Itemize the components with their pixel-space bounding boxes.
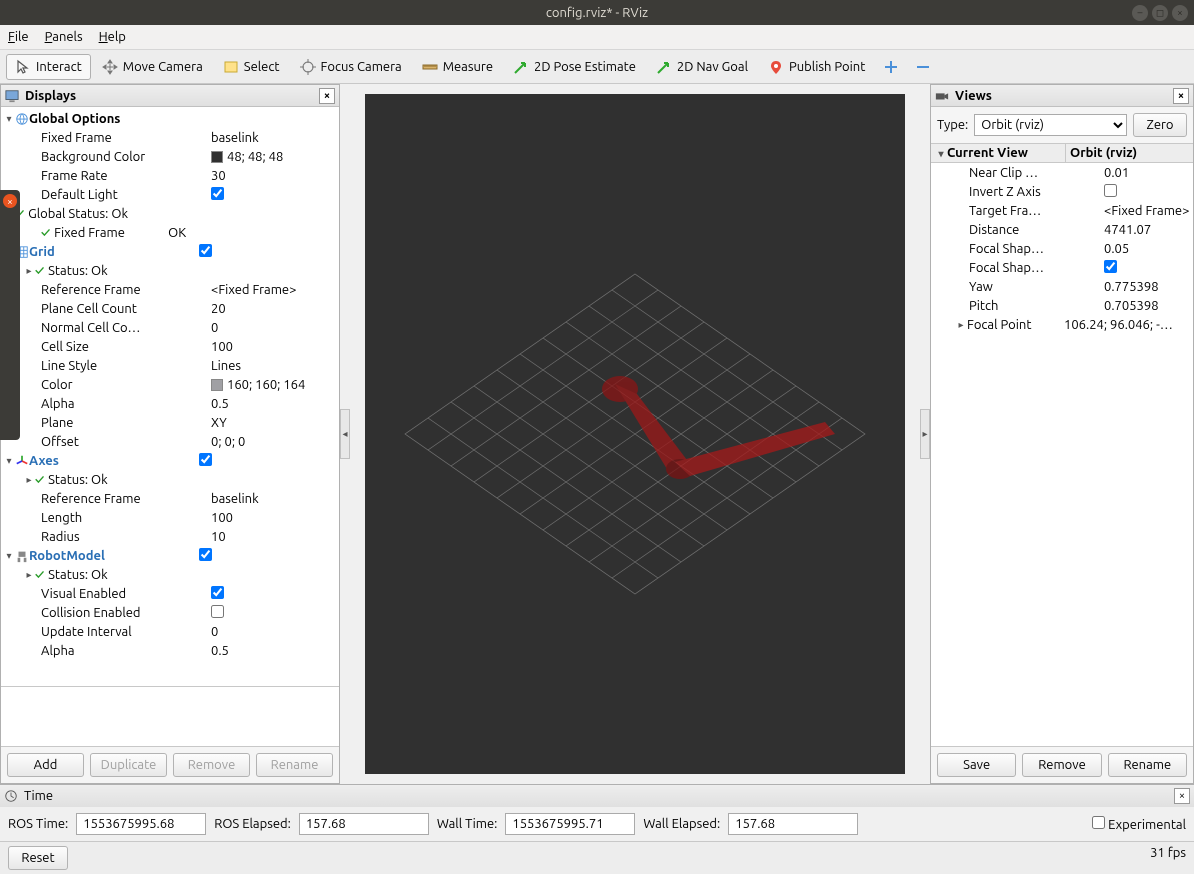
close-icon[interactable]: × [319,88,335,104]
monitor-icon [5,89,19,103]
grid-checkbox[interactable] [199,244,212,257]
measure-button[interactable]: Measure [413,54,502,80]
focus-camera-button[interactable]: Focus Camera [291,54,411,80]
collapse-left-handle[interactable]: ◂ [340,409,350,459]
ros-elapsed-label: ROS Elapsed: [214,817,291,831]
focal-shape-checkbox[interactable] [1104,260,1117,273]
close-icon[interactable]: × [1173,88,1189,104]
description-box [1,686,339,746]
menu-file[interactable]: File [8,30,29,44]
globe-icon [15,112,29,126]
nav-goal-button[interactable]: 2D Nav Goal [647,54,757,80]
save-button[interactable]: Save [937,753,1016,777]
wall-time-input[interactable] [505,813,635,835]
launcher-sidebar[interactable]: × [0,190,20,440]
close-icon[interactable]: × [1174,788,1190,804]
pose-estimate-button[interactable]: 2D Pose Estimate [504,54,645,80]
window-title: config.rviz* - RViz [0,6,1194,20]
pin-icon [768,59,784,75]
check-icon: ✓ [41,226,50,240]
views-title: Views [955,89,992,103]
add-tool-button[interactable] [876,54,906,80]
type-label: Type: [937,118,968,132]
status-bar: Reset 31 fps [0,841,1194,874]
reset-button[interactable]: Reset [8,846,68,870]
camera-icon [935,89,949,103]
grid-label[interactable]: Grid [29,245,199,259]
3d-viewport[interactable] [365,94,905,774]
robotmodel-label[interactable]: RobotModel [29,549,199,563]
toolbar: Interact Move Camera Select Focus Camera… [0,50,1194,84]
displays-title: Displays [25,89,76,103]
wall-time-label: Wall Time: [437,817,498,831]
invert-z-checkbox[interactable] [1104,184,1117,197]
displays-tree[interactable]: ▾ Global Options Fixed Framebaselink Bac… [1,107,339,686]
arrow-green-icon [656,59,672,75]
visual-enabled-checkbox[interactable] [211,586,224,599]
axes-icon [15,454,29,468]
move-icon [102,59,118,75]
interact-button[interactable]: Interact [6,54,91,80]
center-area: ◂ [340,84,930,784]
axes-label[interactable]: Axes [29,454,199,468]
maximize-icon[interactable]: ◻ [1152,5,1168,21]
ros-elapsed-input[interactable] [299,813,429,835]
menubar: File Panels Help [0,25,1194,50]
wall-elapsed-input[interactable] [728,813,858,835]
menu-panels[interactable]: Panels [45,30,83,44]
collision-enabled-checkbox[interactable] [211,605,224,618]
clock-icon [4,789,18,803]
experimental-checkbox-label[interactable]: Experimental [1092,816,1186,832]
rename-button[interactable]: Rename [1108,753,1187,777]
select-icon [223,59,239,75]
titlebar: config.rviz* - RViz – ◻ × [0,0,1194,25]
fps-readout: 31 fps [1150,846,1186,870]
check-icon: ✓ [35,473,44,487]
rename-button[interactable]: Rename [256,753,333,777]
menu-help[interactable]: Help [99,30,126,44]
minus-icon [915,59,931,75]
wall-elapsed-label: Wall Elapsed: [643,817,720,831]
plus-icon [883,59,899,75]
ruler-icon [422,59,438,75]
displays-panel: Displays × ▾ Global Options Fixed Frameb… [0,84,340,784]
remove-tool-button[interactable] [908,54,938,80]
experimental-checkbox[interactable] [1092,816,1105,829]
zero-button[interactable]: Zero [1133,113,1187,137]
ros-time-input[interactable] [76,813,206,835]
close-icon[interactable]: × [1172,5,1188,21]
check-icon: ✓ [35,264,44,278]
cursor-icon [15,59,31,75]
time-panel: Time × ROS Time: ROS Elapsed: Wall Time:… [0,784,1194,841]
minimize-icon[interactable]: – [1132,5,1148,21]
global-options-label: Global Options [29,112,199,126]
add-button[interactable]: Add [7,753,84,777]
move-camera-button[interactable]: Move Camera [93,54,212,80]
arrow-green-icon [513,59,529,75]
robot-model [602,376,835,479]
close-icon[interactable]: × [3,194,17,208]
ros-time-label: ROS Time: [8,817,68,831]
check-icon: ✓ [35,568,44,582]
view-type-select[interactable]: Orbit (rviz) [974,114,1127,136]
duplicate-button[interactable]: Duplicate [90,753,167,777]
global-status-label: Global Status: Ok [28,207,198,221]
remove-button[interactable]: Remove [173,753,250,777]
target-icon [300,59,316,75]
default-light-checkbox[interactable] [211,187,224,200]
current-view-label: Current View [947,146,1028,160]
publish-point-button[interactable]: Publish Point [759,54,874,80]
axes-checkbox[interactable] [199,453,212,466]
time-title: Time [24,789,53,803]
collapse-right-handle[interactable]: ▸ [920,409,930,459]
remove-button[interactable]: Remove [1022,753,1101,777]
robotmodel-checkbox[interactable] [199,548,212,561]
select-button[interactable]: Select [214,54,289,80]
views-panel: Views × Type: Orbit (rviz) Zero ▾Current… [930,84,1194,784]
robot-icon [15,549,29,563]
